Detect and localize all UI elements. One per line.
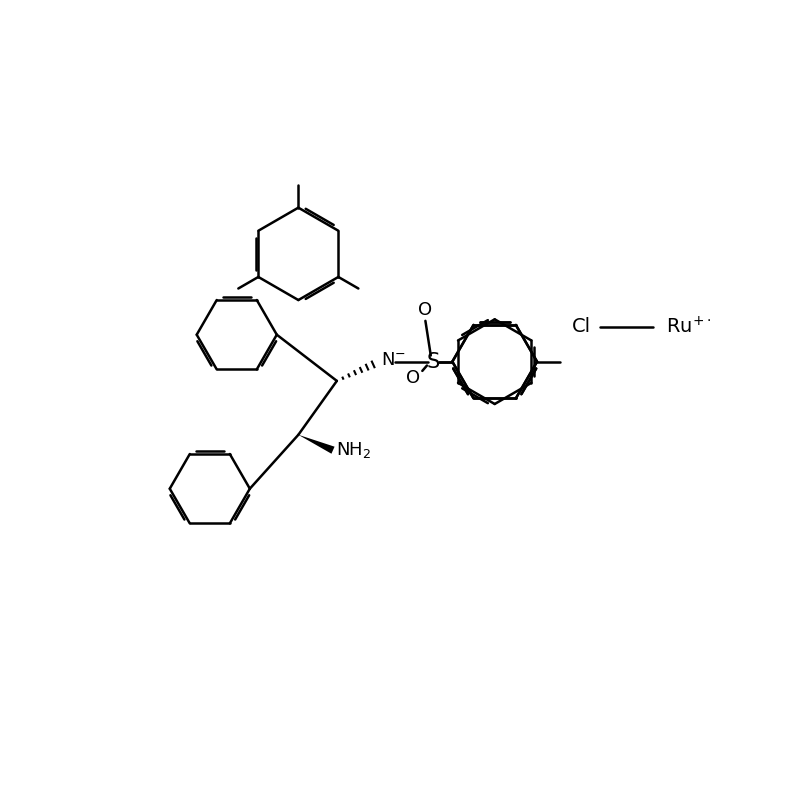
Text: N$^{-}$: N$^{-}$ bbox=[381, 351, 406, 369]
Text: O: O bbox=[418, 301, 433, 319]
Text: NH$_2$: NH$_2$ bbox=[336, 440, 371, 460]
Text: Cl: Cl bbox=[572, 318, 591, 337]
Text: O: O bbox=[406, 369, 420, 387]
Polygon shape bbox=[298, 435, 334, 454]
Text: Ru$^{+\cdot}$: Ru$^{+\cdot}$ bbox=[666, 316, 710, 338]
Text: S: S bbox=[426, 352, 440, 372]
